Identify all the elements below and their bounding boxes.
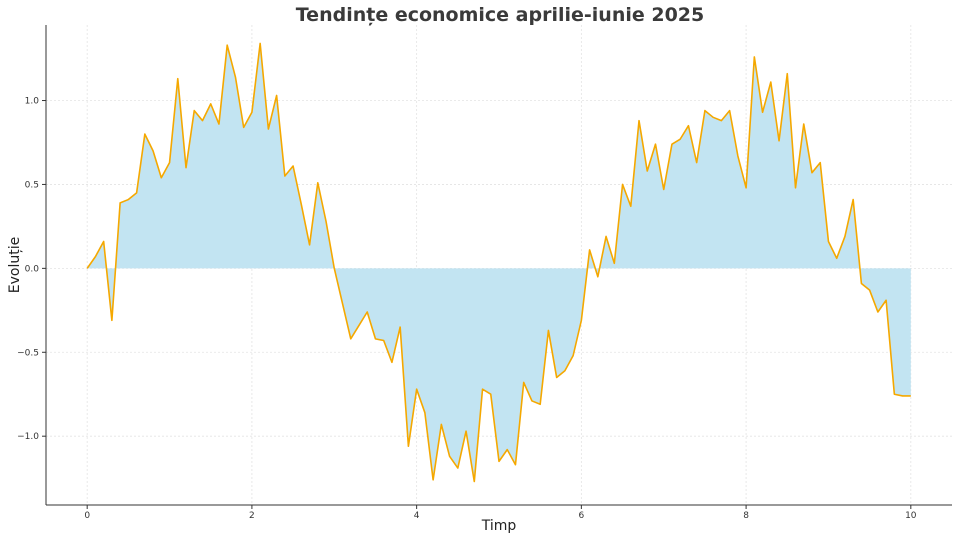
series-line-0 — [86, 42, 911, 483]
x-axis-label: Timp — [481, 518, 517, 534]
x-tick-label: 2 — [249, 511, 255, 521]
x-tick-label: 4 — [414, 511, 420, 521]
y-axis-label: Evoluție — [7, 237, 23, 293]
x-tick-label: 0 — [84, 511, 90, 521]
y-tick-label: 0.5 — [25, 180, 39, 190]
y-tick-label: −0.5 — [17, 348, 39, 358]
y-ticks: −1.0 −0.5 0.0 0.5 1.0 — [17, 97, 46, 442]
x-tick-label: 6 — [578, 511, 584, 521]
data-line — [86, 42, 911, 483]
x-tick-label: 10 — [905, 511, 917, 521]
y-tick-label: −1.0 — [17, 432, 39, 442]
x-ticks: 0 2 4 6 8 10 — [84, 505, 917, 521]
area-fill — [87, 43, 911, 482]
axes — [45, 25, 952, 506]
y-tick-label: 1.0 — [25, 97, 40, 107]
y-tick-label: 0.0 — [25, 264, 40, 274]
x-tick-label: 8 — [743, 511, 749, 521]
chart-title: Tendințe economice aprilie-iunie 2025 — [296, 4, 705, 26]
area-fill-0 — [87, 43, 911, 482]
